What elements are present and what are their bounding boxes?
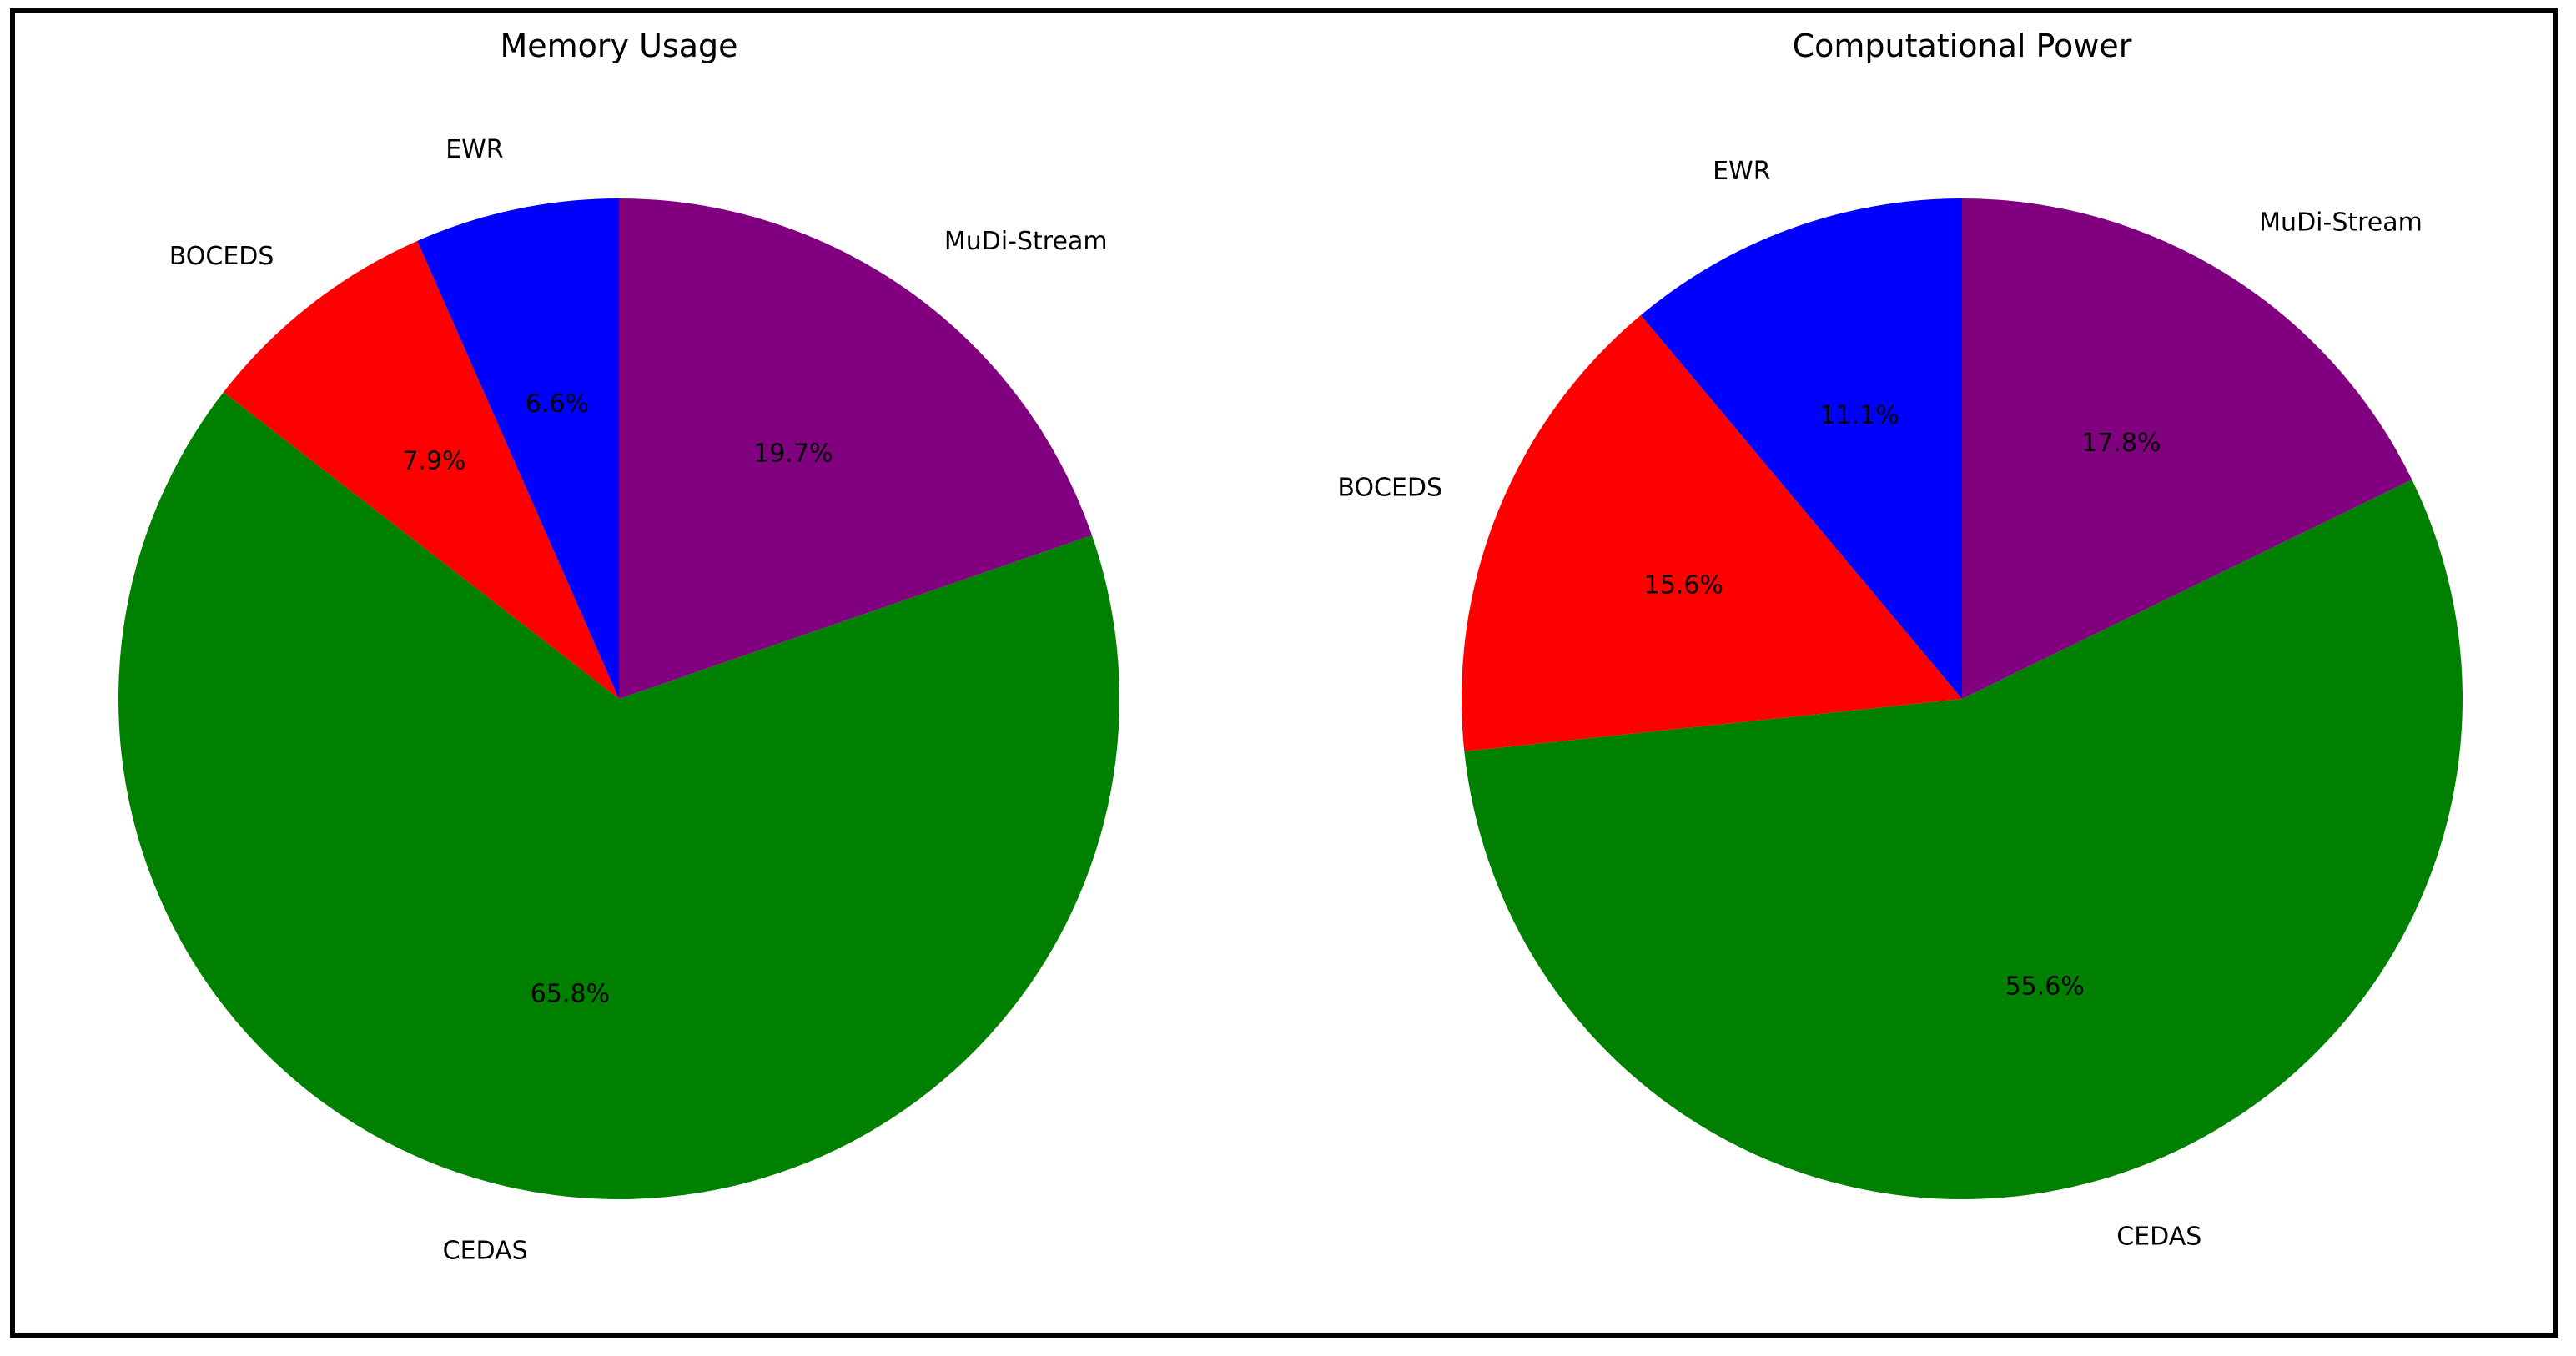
computational-power-pie-chart: Computational Power MuDi-Stream 17.8% CEDA… bbox=[1337, 28, 2463, 1251]
slice-percent-boceds: 7.9% bbox=[402, 447, 465, 476]
pie-slice-mudi-stream bbox=[1962, 198, 2412, 699]
pie-slice-ewr bbox=[417, 198, 619, 699]
slice-percent-ewr: 6.6% bbox=[526, 389, 589, 419]
pie-slice-boceds bbox=[223, 240, 619, 699]
slice-percent-cedas: 55.6% bbox=[2005, 972, 2085, 1002]
pie-slice-cedas bbox=[118, 392, 1119, 1200]
slice-label-cedas: CEDAS bbox=[2116, 1222, 2201, 1251]
slice-label-mudi-stream: MuDi-Stream bbox=[2259, 208, 2423, 238]
pie-labels: MuDi-Stream 17.8% CEDAS 55.6% BOCEDS 15.6% EWR… bbox=[1337, 157, 2423, 1252]
pie-slice-boceds bbox=[1461, 314, 1962, 751]
slice-label-ewr: EWR bbox=[445, 135, 503, 164]
slice-percent-cedas: 65.8% bbox=[531, 980, 610, 1009]
chart-title: Memory Usage bbox=[500, 28, 737, 64]
slice-label-mudi-stream: MuDi-Stream bbox=[944, 227, 1108, 256]
slice-percent-mudi-stream: 19.7% bbox=[753, 439, 833, 468]
memory-usage-pie-chart: Memory Usage MuDi-Stream 19.7% CEDAS 65.8% B… bbox=[118, 28, 1119, 1266]
slice-percent-boceds: 15.6% bbox=[1644, 570, 1723, 600]
pie-slice-mudi-stream bbox=[619, 198, 1093, 699]
slice-label-boceds: BOCEDS bbox=[169, 242, 274, 271]
slice-percent-ewr: 11.1% bbox=[1819, 401, 1899, 430]
pie-labels: MuDi-Stream 19.7% CEDAS 65.8% BOCEDS 7.9% EWR 6… bbox=[169, 135, 1108, 1266]
slice-label-cedas: CEDAS bbox=[443, 1237, 528, 1266]
slice-label-boceds: BOCEDS bbox=[1337, 473, 1442, 502]
pie-slices bbox=[118, 198, 1119, 1200]
pie-slice-cedas bbox=[1464, 480, 2463, 1199]
chart-title: Computational Power bbox=[1793, 28, 2132, 64]
pie-slice-ewr bbox=[1640, 198, 1962, 699]
slice-percent-mudi-stream: 17.8% bbox=[2081, 429, 2161, 458]
pie-slices bbox=[1461, 198, 2463, 1199]
slice-label-ewr: EWR bbox=[1713, 157, 1770, 186]
